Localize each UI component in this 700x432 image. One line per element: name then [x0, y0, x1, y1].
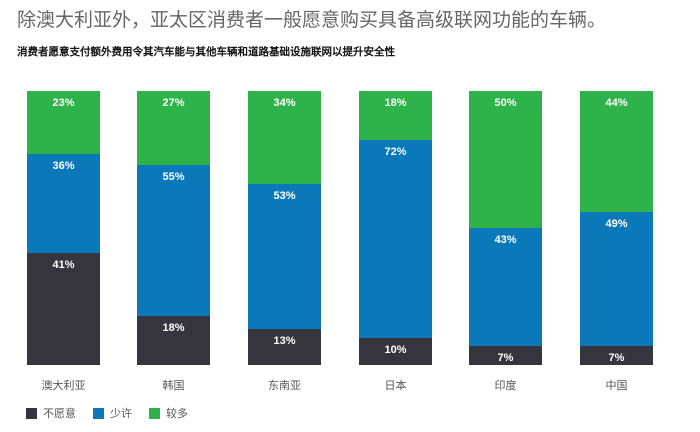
legend-swatch-unwilling — [26, 407, 37, 419]
category-label: 中国 — [605, 379, 628, 392]
category-label: 东南亚 — [268, 379, 301, 392]
segment-value-label: 10% — [384, 343, 407, 356]
legend-label: 较多 — [166, 407, 188, 420]
bar-segment-more: 34% — [248, 91, 321, 185]
bar-4: 50% 43% 7% — [469, 91, 542, 365]
segment-value-label: 55% — [162, 170, 185, 183]
bar-5: 44% 49% 7% — [580, 91, 653, 365]
segment-value-label: 36% — [52, 160, 75, 173]
bar-0: 23% 36% 41% — [27, 91, 100, 365]
bar-1: 27% 55% 18% — [137, 91, 210, 365]
segment-value-label: 49% — [605, 217, 628, 230]
bar-segment-some: 72% — [359, 140, 432, 338]
legend-item-some: 少许 — [93, 405, 132, 421]
segment-value-label: 7% — [497, 351, 514, 364]
bar-segment-some: 55% — [137, 164, 210, 316]
bar-2: 34% 53% 13% — [248, 91, 321, 365]
legend-item-unwilling: 不愿意 — [26, 405, 76, 421]
segment-value-label: 53% — [273, 190, 296, 203]
segment-value-label: 34% — [273, 97, 296, 109]
segment-value-label: 41% — [52, 258, 75, 271]
segment-value-label: 44% — [605, 97, 628, 109]
category-label: 澳大利亚 — [41, 379, 86, 392]
bar-segment-more: 18% — [359, 91, 432, 141]
bar-segment-more: 27% — [137, 91, 210, 165]
category-label: 韩国 — [162, 379, 185, 392]
segment-value-label: 18% — [384, 97, 407, 109]
bar-segment-some: 53% — [248, 184, 321, 330]
segment-value-label: 23% — [52, 97, 75, 109]
bar-3: 18% 72% 10% — [359, 91, 432, 365]
segment-value-label: 50% — [494, 97, 517, 109]
bar-segment-some: 43% — [469, 228, 542, 346]
legend-swatch-more — [149, 407, 160, 419]
bar-segment-some: 36% — [27, 154, 100, 253]
legend-swatch-some — [93, 407, 104, 419]
legend-label: 不愿意 — [43, 407, 76, 420]
legend-item-more: 较多 — [149, 405, 188, 421]
chart-legend: 不愿意 少许 较多 — [26, 405, 205, 421]
bar-segment-unwilling: 7% — [469, 345, 542, 365]
category-label: 日本 — [384, 379, 407, 392]
bar-segment-more: 23% — [27, 91, 100, 155]
legend-label: 少许 — [110, 407, 132, 420]
bar-segment-unwilling: 10% — [359, 337, 432, 365]
chart-headline: 除澳大利亚外，亚太区消费者一般愿意购买具备高级联网功能的车辆。 — [17, 9, 607, 31]
bar-segment-unwilling: 13% — [248, 329, 321, 365]
bar-segment-unwilling: 41% — [27, 252, 100, 365]
bar-segment-more: 44% — [580, 91, 653, 212]
segment-value-label: 72% — [384, 146, 407, 159]
bar-segment-some: 49% — [580, 211, 653, 346]
segment-value-label: 13% — [273, 335, 296, 348]
bar-segment-more: 50% — [469, 91, 542, 228]
chart-subtitle: 消费者愿意支付额外费用令其汽车能与其他车辆和道路基础设施联网以提升安全性 — [17, 46, 395, 58]
segment-value-label: 7% — [608, 351, 625, 364]
bar-segment-unwilling: 7% — [580, 345, 653, 365]
bar-segment-unwilling: 18% — [137, 315, 210, 365]
segment-value-label: 27% — [162, 97, 185, 109]
segment-value-label: 43% — [494, 234, 517, 246]
category-label: 印度 — [494, 379, 517, 392]
segment-value-label: 18% — [162, 321, 185, 334]
